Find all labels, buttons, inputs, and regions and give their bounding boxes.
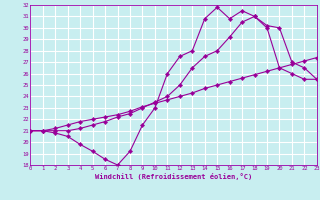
X-axis label: Windchill (Refroidissement éolien,°C): Windchill (Refroidissement éolien,°C) — [95, 173, 252, 180]
